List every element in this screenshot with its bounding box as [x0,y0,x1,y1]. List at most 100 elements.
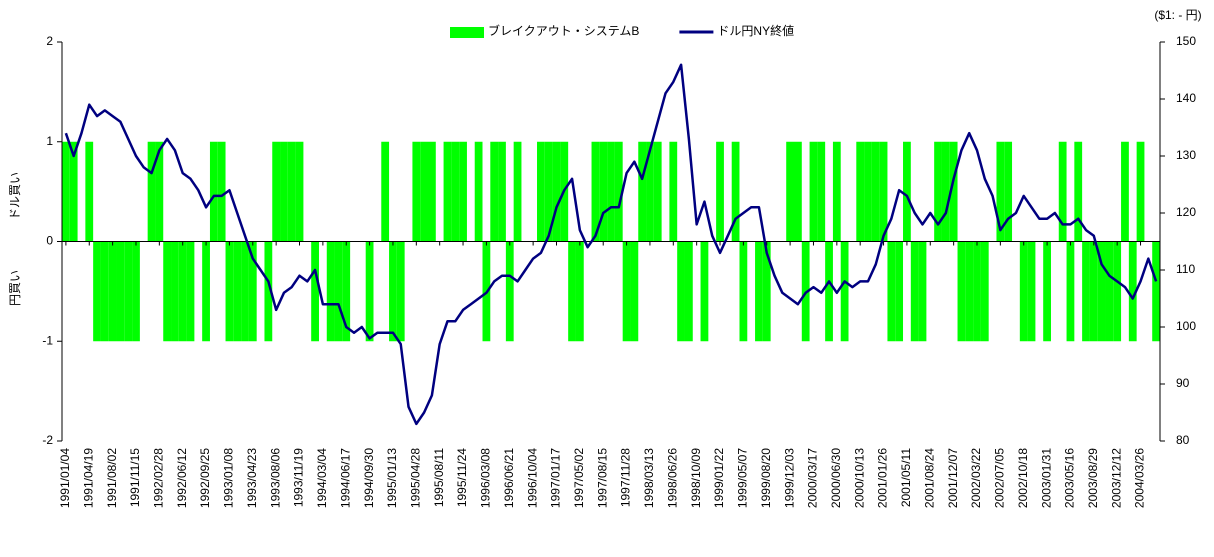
signal-bar [334,241,343,342]
legend-label: ドル円NY終値 [717,23,794,38]
signal-bar [638,141,647,242]
x-tick-label: 1995/08/11 [432,448,446,507]
signal-bar [864,141,872,242]
signal-bar [1058,141,1067,242]
signal-bar [568,241,576,342]
signal-bar [599,141,608,242]
signal-bar [630,241,639,342]
signal-bar [973,241,981,342]
signal-bar [428,141,436,242]
x-tick-label: 2000/10/13 [852,448,866,508]
y-tick-label: -1 [42,333,53,347]
x-tick-label: 1997/08/15 [595,448,609,508]
x-tick-label: 2002/07/05 [993,448,1007,508]
x-tick-label: 1999/01/22 [712,448,726,508]
signal-bar [809,141,818,242]
signal-bar [1121,141,1129,242]
signal-bar [552,141,561,242]
signal-bar [755,241,763,342]
signal-bar [996,141,1005,242]
signal-bar [381,141,390,242]
x-tick-label: 1996/03/08 [479,448,493,508]
signal-bar [684,241,693,342]
signal-bar [887,241,896,342]
signal-bar [474,141,483,242]
signal-bar [941,141,950,242]
signal-bar [248,241,257,342]
signal-bar [108,241,117,342]
signal-bar [646,141,654,242]
signal-bar [69,141,78,242]
x-tick-label: 1993/08/06 [268,448,282,508]
legend-label: ブレイクアウト・システムB [488,23,639,38]
signal-bar [272,141,281,242]
y2-tick-label: 110 [1176,262,1195,276]
x-tick-label: 1997/05/02 [572,448,586,508]
signal-bar [918,241,927,342]
x-tick-label: 1991/01/04 [58,448,72,508]
x-tick-label: 2001/08/24 [922,448,936,508]
signal-bar [786,141,794,242]
signal-bar [311,241,319,342]
x-tick-label: 1999/05/07 [736,448,750,508]
signal-bar [622,241,631,342]
signal-bar [505,241,514,342]
signal-bar [575,241,584,342]
signal-bar [879,141,888,242]
signal-bar [980,241,989,342]
signal-bar [1074,141,1083,242]
signal-bar [287,141,296,242]
signal-bar [147,141,156,242]
legend-swatch [450,27,484,38]
x-tick-label: 2001/01/26 [876,448,890,508]
x-tick-label: 1995/11/24 [455,448,469,507]
x-tick-label: 1999/12/03 [782,448,796,508]
signal-bar [1089,241,1098,342]
x-tick-label: 2001/05/11 [899,448,913,507]
x-tick-label: 2003/08/29 [1086,448,1100,508]
signal-bar [1027,241,1036,342]
signal-bar [1097,241,1106,342]
signal-bar [342,241,351,342]
x-tick-label: 2000/06/30 [829,448,843,508]
signal-bar [1019,241,1028,342]
signal-bar [389,241,397,342]
x-tick-label: 1992/06/12 [175,448,189,508]
y2-tick-label: 100 [1176,319,1196,333]
x-tick-label: 1996/06/21 [502,448,516,508]
x-tick-label: 2003/12/12 [1109,448,1123,508]
signal-bar [132,241,140,342]
y2-tick-label: 130 [1176,148,1196,162]
signal-bar [1105,241,1114,342]
signal-bar [85,141,94,242]
signal-bar [716,141,724,242]
signal-bar [420,141,428,242]
signal-bar [817,141,826,242]
y-tick-label: -2 [42,433,53,447]
signal-bar [459,141,467,242]
annotation: ドル買い [8,172,22,220]
x-tick-label: 1993/01/08 [222,448,236,508]
y2-tick-label: 80 [1176,433,1190,447]
x-tick-label: 1997/11/28 [619,448,633,507]
x-tick-label: 1996/10/04 [525,448,539,508]
signal-bar [669,141,678,242]
signal-bar [677,241,685,342]
x-tick-label: 1993/04/23 [245,448,259,508]
signal-bar [739,241,748,342]
x-tick-label: 1993/11/19 [292,448,306,507]
x-tick-label: 2003/01/31 [1039,448,1053,508]
signal-bar [62,141,70,242]
x-tick-label: 1995/01/13 [385,448,399,508]
price-line [64,63,1158,426]
y-tick-label: 2 [46,34,53,48]
signal-bar [1128,241,1137,342]
signal-bar [186,241,195,342]
x-tick-label: 2002/10/18 [1016,448,1030,508]
signal-bar [264,241,273,342]
signal-bar [544,141,553,242]
signal-bar [217,141,226,242]
x-tick-label: 1994/03/04 [315,448,329,508]
signal-bar [700,241,709,342]
